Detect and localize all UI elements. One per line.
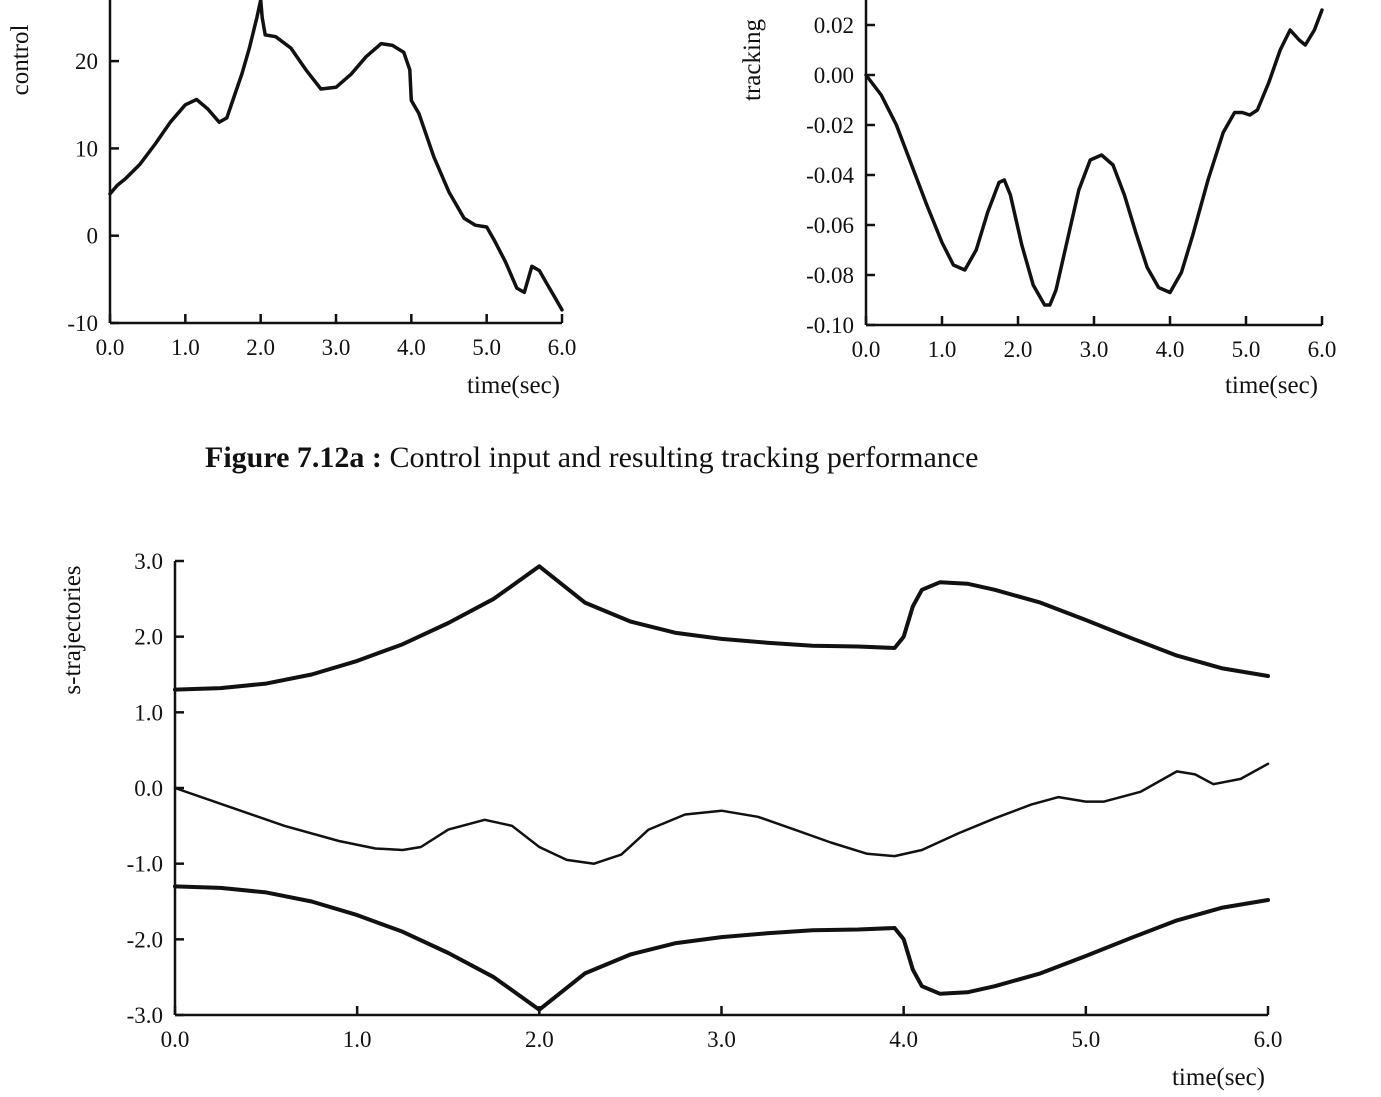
tracking-x-tick-label: 5.0	[1232, 337, 1261, 362]
tracking-y-tick-label: -0.08	[806, 263, 854, 288]
figure-caption: Figure 7.12a : Control input and resulti…	[205, 441, 978, 474]
tracking-plot: 0.0 1.0 2.0 3.0 4.0 5.0 6.0 -0.10 -0.08 -0.06 -0.0…	[739, 0, 1336, 399]
s-trajectories-x-axis-title: time(sec)	[1172, 1064, 1265, 1091]
figure-caption-text: Control input and resulting tracking per…	[382, 441, 979, 474]
s-trajectories-y-axis-title: s-trajectories	[59, 565, 86, 694]
s-trajectories-plot: 0.0 1.0 2.0 3.0 4.0 5.0 6.0 3.0 2.0 1.0 0.0 -1.0 -2.…	[59, 549, 1282, 1091]
control-x-tick-label: 0.0	[96, 335, 125, 360]
tracking-x-tick-label: 4.0	[1156, 337, 1185, 362]
tracking-y-tick-label: -0.06	[806, 213, 854, 238]
s-trajectories-y-tick-label: -1.0	[127, 852, 163, 877]
s-trajectories-x-tick-label: 2.0	[525, 1027, 554, 1052]
figure-caption-number: Figure 7.12a :	[205, 441, 382, 474]
tracking-series-1-line	[864, 8, 1324, 307]
s-trajectories-x-tick-label: 6.0	[1254, 1027, 1283, 1052]
tracking-y-tick-label: 0.00	[814, 63, 854, 88]
tracking-y-tick-label: -0.02	[806, 113, 854, 138]
tracking-y-tick-label: -0.04	[806, 163, 854, 188]
control-x-tick-label: 2.0	[246, 335, 275, 360]
tracking-x-tick-label: 0.0	[852, 337, 881, 362]
tracking-x-tick-label: 1.0	[928, 337, 957, 362]
s-trajectories-series-3-line	[173, 884, 1270, 1012]
tracking-x-tick-label: 6.0	[1308, 337, 1337, 362]
control-x-tick-label: 1.0	[171, 335, 200, 360]
control-x-tick-label: 5.0	[472, 335, 501, 360]
tracking-y-axis-title: tracking	[739, 19, 766, 101]
control-x-axis-title: time(sec)	[467, 372, 560, 399]
control-y-tick-label: 0	[87, 224, 99, 249]
s-trajectories-x-tick-label: 4.0	[889, 1027, 918, 1052]
tracking-x-tick-label: 3.0	[1080, 337, 1109, 362]
tracking-y-tick-label: -0.10	[806, 313, 854, 338]
s-trajectories-y-tick-label: 1.0	[134, 700, 163, 725]
control-y-axis-title: control	[7, 25, 34, 96]
tracking-y-tick-label: 0.02	[814, 13, 854, 38]
s-trajectories-x-tick-label: 3.0	[707, 1027, 736, 1052]
control-y-tick-label: 20	[75, 49, 98, 74]
s-trajectories-y-tick-label: 0.0	[134, 776, 163, 801]
tracking-x-axis-title: time(sec)	[1225, 372, 1318, 399]
control-plot: 0.0 1.0 2.0 3.0 4.0 5.0 6.0 -10 0 10 20 time(sec) co…	[7, 0, 576, 399]
control-x-tick-label: 3.0	[322, 335, 351, 360]
s-trajectories-series-2-line	[173, 762, 1270, 865]
s-trajectories-x-tick-label: 1.0	[343, 1027, 372, 1052]
control-series-1-line	[108, 0, 564, 312]
control-y-tick-label: 10	[75, 136, 98, 161]
control-x-tick-label: 6.0	[548, 335, 577, 360]
s-trajectories-y-tick-label: 2.0	[134, 625, 163, 650]
s-trajectories-series-1-line	[173, 564, 1270, 692]
s-trajectories-y-tick-label: -3.0	[127, 1003, 163, 1028]
tracking-x-tick-label: 2.0	[1004, 337, 1033, 362]
control-y-tick-label: -10	[67, 311, 98, 336]
control-x-tick-label: 4.0	[397, 335, 426, 360]
s-trajectories-x-tick-label: 5.0	[1071, 1027, 1100, 1052]
s-trajectories-y-tick-label: 3.0	[134, 549, 163, 574]
s-trajectories-y-tick-label: -2.0	[127, 927, 163, 952]
s-trajectories-x-tick-label: 0.0	[161, 1027, 190, 1052]
